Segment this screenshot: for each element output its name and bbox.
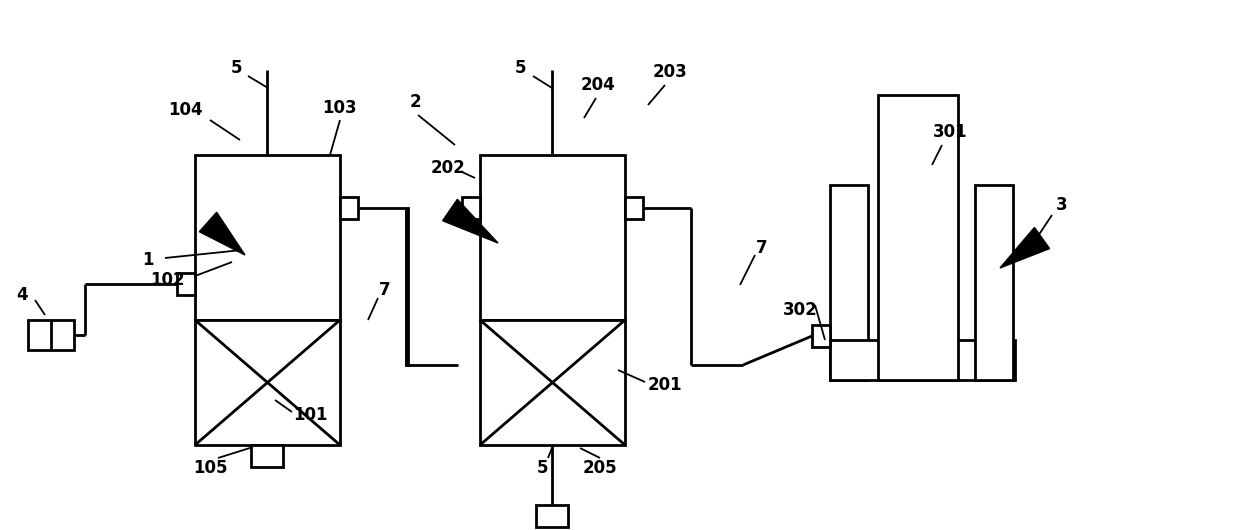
Text: 5: 5 xyxy=(536,459,548,477)
Bar xyxy=(406,208,408,365)
Bar xyxy=(177,273,195,295)
Text: 2: 2 xyxy=(409,93,421,111)
Text: 302: 302 xyxy=(783,301,818,319)
Polygon shape xyxy=(1000,227,1049,268)
Text: 3: 3 xyxy=(1056,196,1068,214)
Text: 202: 202 xyxy=(431,159,466,177)
Bar xyxy=(479,320,624,445)
Text: 7: 7 xyxy=(756,239,768,257)
Text: 4: 4 xyxy=(16,286,27,304)
Text: 103: 103 xyxy=(322,99,357,117)
Bar xyxy=(830,185,869,380)
Text: 203: 203 xyxy=(653,63,688,81)
Text: 102: 102 xyxy=(151,271,186,289)
Text: 201: 201 xyxy=(648,376,683,394)
Bar xyxy=(812,325,830,347)
Bar xyxy=(878,95,958,380)
Text: 301: 301 xyxy=(933,123,968,141)
Text: 105: 105 xyxy=(193,459,227,477)
Text: 101: 101 xyxy=(292,406,327,424)
Bar xyxy=(975,185,1014,380)
Bar xyxy=(195,155,339,320)
Text: 5: 5 xyxy=(232,59,243,77)
Bar xyxy=(252,445,282,467)
Text: 7: 7 xyxy=(379,281,390,299)
Text: 1: 1 xyxy=(142,251,154,269)
Text: 104: 104 xyxy=(167,101,202,119)
Polygon shape xyxy=(199,213,245,255)
Text: 205: 205 xyxy=(582,459,617,477)
Bar xyxy=(830,340,1015,380)
Bar xyxy=(536,505,567,527)
Text: 5: 5 xyxy=(514,59,525,77)
Bar xyxy=(624,197,643,219)
Bar xyxy=(462,197,479,219)
Text: 204: 204 xyxy=(581,76,616,94)
Bar xyxy=(195,320,339,445)
Polygon shape xyxy=(442,199,498,243)
Bar xyxy=(479,155,624,320)
Bar xyxy=(28,320,74,350)
Bar xyxy=(339,197,358,219)
